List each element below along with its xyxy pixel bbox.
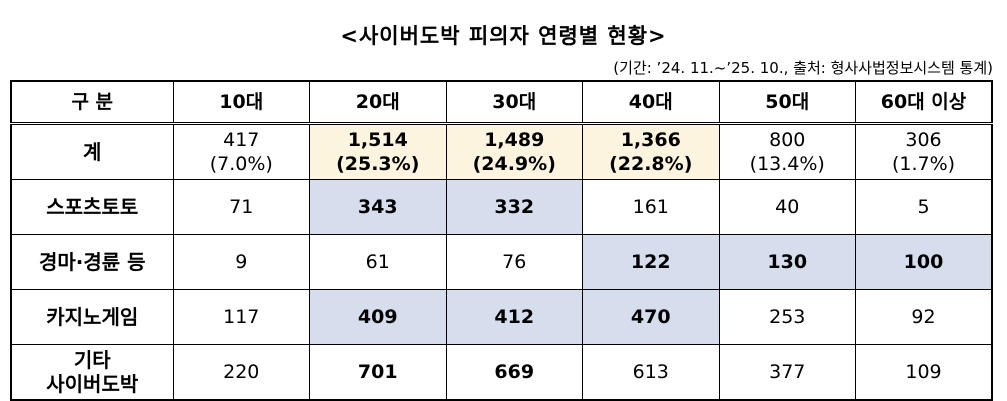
cell-line: 613 — [632, 361, 669, 383]
cell-line: 1,366 — [620, 129, 681, 151]
cell: 61 — [309, 234, 447, 290]
table: 구 분 10대 20대 30대 40대 50대 60대 이상 계 417 (7.0%) 1,514… — [10, 80, 993, 401]
label-line: 계 — [83, 140, 102, 164]
cell: 220 — [172, 344, 310, 401]
cell: 92 — [855, 289, 993, 345]
table-row: 기타 사이버도박 220 701 669 613 377 109 — [10, 344, 993, 401]
cell: 613 — [582, 344, 720, 401]
cell: 800 (13.4%) — [718, 123, 856, 180]
cell: 306 (1.7%) — [855, 123, 993, 180]
cell-line: (13.4%) — [749, 153, 825, 175]
cell-line: (24.9%) — [472, 153, 556, 175]
cell-line: 417 — [223, 129, 260, 151]
cell: 669 — [445, 344, 583, 401]
table-row: 카지노게임 117 409 412 470 253 92 — [10, 289, 993, 345]
cell-line: 701 — [357, 361, 398, 383]
label-line: 사이버도박 — [46, 372, 139, 396]
cell-line: 76 — [502, 251, 527, 273]
cell: 701 — [309, 344, 447, 401]
table-row: 스포츠토토 71 343 332 161 40 5 — [10, 179, 993, 235]
cell-line: (22.8%) — [609, 153, 693, 175]
cell-line: 1,489 — [484, 129, 545, 151]
cell-line: 5 — [917, 196, 930, 218]
row-label: 카지노게임 — [10, 289, 174, 345]
cell-line: 9 — [235, 251, 248, 273]
cell-line: 40 — [775, 196, 800, 218]
cell-line: 412 — [494, 306, 535, 328]
cell: 343 — [309, 179, 447, 235]
header-cell: 60대 이상 — [855, 80, 993, 125]
cell: 412 — [445, 289, 583, 345]
cell-line: 1,514 — [347, 129, 408, 151]
cell: 332 — [445, 179, 583, 235]
label-line: 경마·경륜 등 — [38, 250, 146, 274]
cell: 377 — [718, 344, 856, 401]
cell-line: 306 — [905, 129, 942, 151]
cell-line: 253 — [769, 306, 806, 328]
title: <사이버도박 피의자 연령별 현황> — [340, 24, 667, 48]
cell-line: 122 — [630, 251, 671, 273]
cell-line: 161 — [632, 196, 669, 218]
table-row: 경마·경륜 등 9 61 76 122 130 100 — [10, 234, 993, 290]
label-line: 스포츠토토 — [46, 195, 139, 219]
cell: 5 — [855, 179, 993, 235]
cell: 161 — [582, 179, 720, 235]
row-label: 스포츠토토 — [10, 179, 174, 235]
table-body: 계 417 (7.0%) 1,514 (25.3%) 1,489 (24.9%) 1,366(… — [10, 123, 993, 401]
cell: 117 — [172, 289, 310, 345]
cell: 100 — [855, 234, 993, 290]
cell-line: 343 — [357, 196, 398, 218]
cell-line: 800 — [769, 129, 806, 151]
header-cell: 40대 — [582, 80, 720, 125]
cell-line: 130 — [767, 251, 808, 273]
table-row: 계 417 (7.0%) 1,514 (25.3%) 1,489 (24.9%) 1,366(… — [10, 123, 993, 180]
cell: 71 — [172, 179, 310, 235]
row-label: 기타 사이버도박 — [10, 344, 174, 401]
cell-line: (1.7%) — [891, 153, 956, 175]
cell-line: (25.3%) — [336, 153, 420, 175]
header-cell: 20대 — [309, 80, 447, 125]
cell: 122 — [582, 234, 720, 290]
cell-line: 669 — [494, 361, 535, 383]
cell: 40 — [718, 179, 856, 235]
cell: 1,366 (22.8%) — [582, 123, 720, 180]
header-cell: 50대 — [718, 80, 856, 125]
label-line: 카지노게임 — [46, 305, 139, 329]
cell-line: 332 — [494, 196, 535, 218]
header-cell: 구 분 — [10, 80, 174, 125]
header-cell: 10대 — [172, 80, 310, 125]
cell-line: 470 — [630, 306, 671, 328]
cell-line: 117 — [223, 306, 260, 328]
cell: 130 — [718, 234, 856, 290]
cell-line: 220 — [223, 361, 260, 383]
cell: 9 — [172, 234, 310, 290]
source: (기간: ’24. 11.~’25. 10., 출처: 형사사법정보시스템 통계… — [613, 59, 993, 77]
header-cell: 30대 — [445, 80, 583, 125]
cell: 76 — [445, 234, 583, 290]
cell-line: 409 — [357, 306, 398, 328]
cell-line: 100 — [903, 251, 944, 273]
cell-line: 377 — [769, 361, 806, 383]
cell: 409 — [309, 289, 447, 345]
cell: 417 (7.0%) — [172, 123, 310, 180]
cell: 470 — [582, 289, 720, 345]
row-label: 경마·경륜 등 — [10, 234, 174, 290]
cell-line: 92 — [911, 306, 936, 328]
cell: 253 — [718, 289, 856, 345]
label-line: 기타 — [73, 348, 111, 372]
cell-line: (7.0%) — [209, 153, 273, 175]
cell-line: 61 — [365, 251, 390, 273]
cell: 1,489 (24.9%) — [445, 123, 583, 180]
row-label: 계 — [10, 123, 174, 180]
cell-line: 71 — [229, 196, 254, 218]
cell-line: 109 — [905, 361, 942, 383]
cell: 109 — [855, 344, 993, 401]
cell: 1,514 (25.3%) — [309, 123, 447, 180]
header-row: 구 분 10대 20대 30대 40대 50대 60대 이상 — [10, 80, 993, 125]
